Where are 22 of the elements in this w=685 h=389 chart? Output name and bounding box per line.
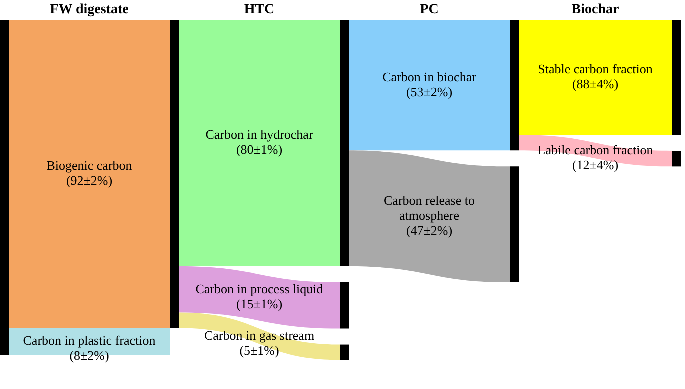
category-label: Carbon in process liquid xyxy=(196,282,324,297)
series-label: FW digestate xyxy=(50,2,129,18)
data-label: (8±2%) xyxy=(70,348,110,364)
category-label: Biogenic carbon xyxy=(46,158,133,174)
data-label: (15±1%) xyxy=(236,296,283,312)
category-label: Carbon in hydrochar xyxy=(206,127,314,142)
data-label: (88±4%) xyxy=(572,76,619,92)
category-label: Labile carbon fraction xyxy=(538,142,654,158)
data-label: (47±2%) xyxy=(406,223,453,238)
data-label: (12±4%) xyxy=(572,157,619,172)
data-label: (53±2%) xyxy=(406,84,453,100)
category-label: Stable carbon fraction xyxy=(538,61,654,76)
category-label: Carbon in biochar xyxy=(382,69,478,84)
data-label: (80±1%) xyxy=(236,142,283,158)
category-label: Carbon release to atmosphere xyxy=(384,193,475,224)
category-label: Carbon in gas stream xyxy=(204,328,315,343)
data-label: (92±2%) xyxy=(66,173,113,188)
series-label: Biochar xyxy=(572,2,620,18)
series-label: PC xyxy=(420,2,439,18)
data-label: (5±1%) xyxy=(240,342,280,358)
category-label: Carbon in plastic fraction xyxy=(23,333,156,348)
series-label: HTC xyxy=(244,2,275,18)
